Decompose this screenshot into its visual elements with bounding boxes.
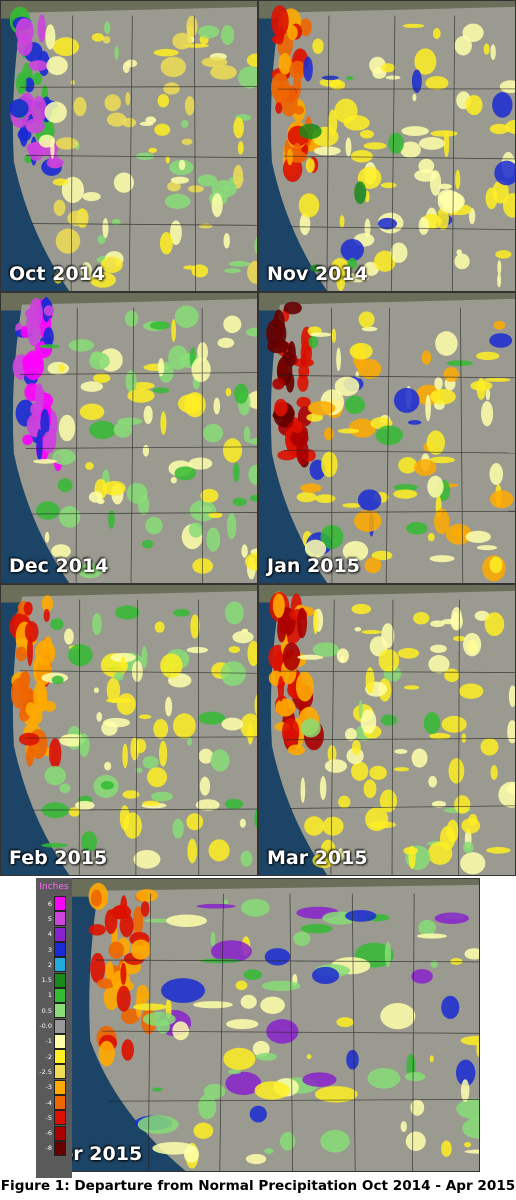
legend-entry: -6 <box>36 1125 72 1141</box>
legend-entry: 1.5 <box>36 972 72 988</box>
legend-swatch <box>54 926 66 942</box>
legend-value: -2.5 <box>39 1067 52 1076</box>
legend-entry: -2.5 <box>36 1064 72 1080</box>
map-image <box>259 1 515 291</box>
legend-swatch <box>54 942 66 958</box>
legend-entry: 2 <box>36 957 72 973</box>
map-panel-dec-2014: Dec 2014 <box>0 292 258 584</box>
legend-swatch <box>54 1064 66 1080</box>
panel-label: Jan 2015 <box>267 555 360 577</box>
map-panel-apr-2015: Apr 2015 <box>36 878 480 1172</box>
legend-swatch <box>54 1095 66 1110</box>
legend-entry: -3 <box>36 1079 72 1095</box>
panel-label: Nov 2014 <box>267 263 368 285</box>
legend-entry: -5 <box>36 1110 72 1126</box>
map-panel-feb-2015: Feb 2015 <box>0 584 258 876</box>
legend-entry: -2 <box>36 1049 72 1065</box>
legend-value: -8 <box>45 1144 52 1153</box>
panel-label: Mar 2015 <box>267 847 368 869</box>
legend-value: -0.0 <box>39 1022 52 1031</box>
legend-swatch <box>54 1140 66 1156</box>
legend-value: -1 <box>45 1037 52 1046</box>
map-image <box>1 585 257 875</box>
legend-swatch <box>54 1110 66 1126</box>
legend-value: -3 <box>45 1083 52 1092</box>
legend-value: 1.5 <box>41 976 52 985</box>
legend-value: -5 <box>45 1113 52 1122</box>
legend-entry: -1 <box>36 1033 72 1049</box>
legend-value: 4 <box>47 930 52 939</box>
legend-entry: -8 <box>36 1140 72 1156</box>
legend-swatch <box>54 1125 66 1141</box>
figure-caption: Figure 1: Departure from Normal Precipit… <box>0 1178 516 1194</box>
legend-swatch <box>54 1018 66 1034</box>
legend-entry: 5 <box>36 911 72 927</box>
panel-label: Oct 2014 <box>9 263 105 285</box>
legend-entry: -4 <box>36 1095 72 1110</box>
map-image <box>37 879 479 1171</box>
legend-value: 1 <box>47 991 52 1000</box>
legend-entry: 4 <box>36 926 72 942</box>
legend-value: 5 <box>47 914 52 923</box>
legend-value: -2 <box>45 1052 52 1061</box>
legend-value: -6 <box>45 1129 52 1138</box>
legend-wrapper: Inches 6 5 4 3 2 1.5 1 0.5 -0.0 -1 -2 -2.5 -3 -4 -5 -6 -… <box>36 878 72 1178</box>
legend-swatch <box>54 1049 66 1065</box>
map-image <box>259 293 515 583</box>
legend-entry: 3 <box>36 942 72 958</box>
legend-entry: -0.0 <box>36 1018 72 1034</box>
precipitation-legend: Inches 6 5 4 3 2 1.5 1 0.5 -0.0 -1 -2 -2.5 -3 -4 -5 -6 -… <box>36 878 72 1178</box>
map-image <box>1 1 257 291</box>
legend-value: 3 <box>47 945 52 954</box>
legend-swatch <box>54 1003 66 1019</box>
legend-scale: 6 5 4 3 2 1.5 1 0.5 -0.0 -1 -2 -2.5 -3 -4 -5 -6 -8 <box>36 896 72 1156</box>
legend-entry: 1 <box>36 987 72 1003</box>
legend-entry: 6 <box>36 896 72 912</box>
legend-title: Inches <box>39 882 69 892</box>
legend-value: 0.5 <box>41 1006 52 1015</box>
map-panel-mar-2015: Mar 2015 <box>258 584 516 876</box>
map-image <box>259 585 515 875</box>
legend-swatch <box>54 987 66 1003</box>
legend-swatch <box>54 896 66 912</box>
panel-label: Dec 2014 <box>9 555 109 577</box>
panel-label: Feb 2015 <box>9 847 108 869</box>
map-panel-jan-2015: Jan 2015 <box>258 292 516 584</box>
map-panel-nov-2014: Nov 2014 <box>258 0 516 292</box>
legend-value: 2 <box>47 960 52 969</box>
legend-swatch <box>54 1079 66 1095</box>
legend-value: 6 <box>47 899 52 908</box>
legend-swatch <box>54 911 66 927</box>
legend-swatch <box>54 1033 66 1049</box>
map-image <box>1 293 257 583</box>
legend-swatch <box>54 957 66 973</box>
legend-swatch <box>54 972 66 988</box>
legend-entry: 0.5 <box>36 1003 72 1019</box>
legend-value: -4 <box>45 1098 52 1107</box>
map-panel-oct-2014: Oct 2014 <box>0 0 258 292</box>
